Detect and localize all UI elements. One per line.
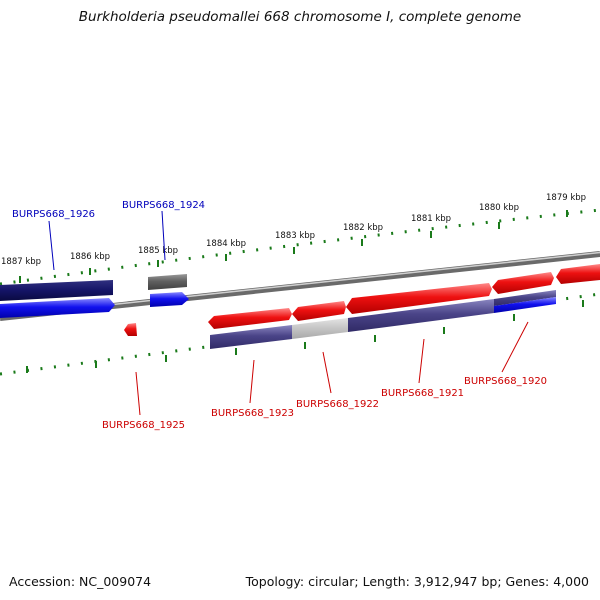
tick-label: 1883 kbp [275,231,315,241]
forward-gene-row [208,264,600,329]
gene-label-burps668-1923[interactable]: BURPS668_1923 [211,408,294,419]
leader-line [418,338,425,384]
tick-label: 1880 kbp [479,203,519,213]
gene-burps668-1923[interactable] [208,308,292,329]
gene-arrow[interactable] [150,292,189,307]
gene-segment[interactable] [348,299,494,332]
gene-burps668-1926-track[interactable] [0,280,115,318]
tick-label: 1882 kbp [343,223,383,233]
outer-scale-major-ticks [19,210,568,283]
lower-gene-track [210,290,556,349]
gene-arrow-partial[interactable] [556,264,600,284]
leader-line [135,371,141,416]
tick-label: 1879 kbp [546,193,586,203]
gene-label-burps668-1920[interactable]: BURPS668_1920 [464,376,547,387]
gene-arrow[interactable] [148,274,187,290]
label-leader-lines [48,210,529,416]
gene-segment[interactable] [292,318,348,339]
gene-burps668-1921[interactable] [346,283,492,314]
genome-summary-text: Topology: circular; Length: 3,912,947 bp… [245,574,589,589]
tick-label: 1886 kbp [70,252,110,262]
tick-label: 1881 kbp [411,214,451,224]
gene-arrow[interactable] [0,280,113,301]
leader-line [249,359,255,404]
leader-line [322,351,332,394]
tick-label: 1885 kbp [138,246,178,256]
tick-label: 1887 kbp [1,257,41,267]
gene-label-burps668-1924[interactable]: BURPS668_1924 [122,200,205,211]
gene-burps668-1920[interactable] [492,272,554,294]
gene-burps668-1924-track[interactable] [148,274,189,307]
leader-line [501,321,529,373]
gene-label-burps668-1926[interactable]: BURPS668_1926 [12,209,95,220]
gene-arrow[interactable] [0,298,115,318]
leader-line [48,220,55,271]
scale-tick-labels: 1887 kbp 1886 kbp 1885 kbp 1884 kbp 1883… [1,193,586,267]
gene-burps668-1925[interactable] [124,323,137,336]
tick-label: 1884 kbp [206,239,246,249]
gene-segment[interactable] [210,325,292,349]
gene-label-burps668-1922[interactable]: BURPS668_1922 [296,399,379,410]
gene-segment[interactable] [494,297,556,313]
gene-label-burps668-1925[interactable]: BURPS668_1925 [102,420,185,431]
gene-burps668-1922[interactable] [292,301,346,321]
accession-text: Accession: NC_009074 [9,574,152,589]
gene-labels: BURPS668_1926 BURPS668_1924 BURPS668_192… [12,200,547,431]
gene-segment[interactable] [494,290,556,306]
inner-scale-major-ticks [26,300,584,373]
leader-line [161,210,166,261]
map-title: Burkholderia pseudomallei 668 chromosome… [78,9,522,25]
gene-label-burps668-1921[interactable]: BURPS668_1921 [381,388,464,399]
